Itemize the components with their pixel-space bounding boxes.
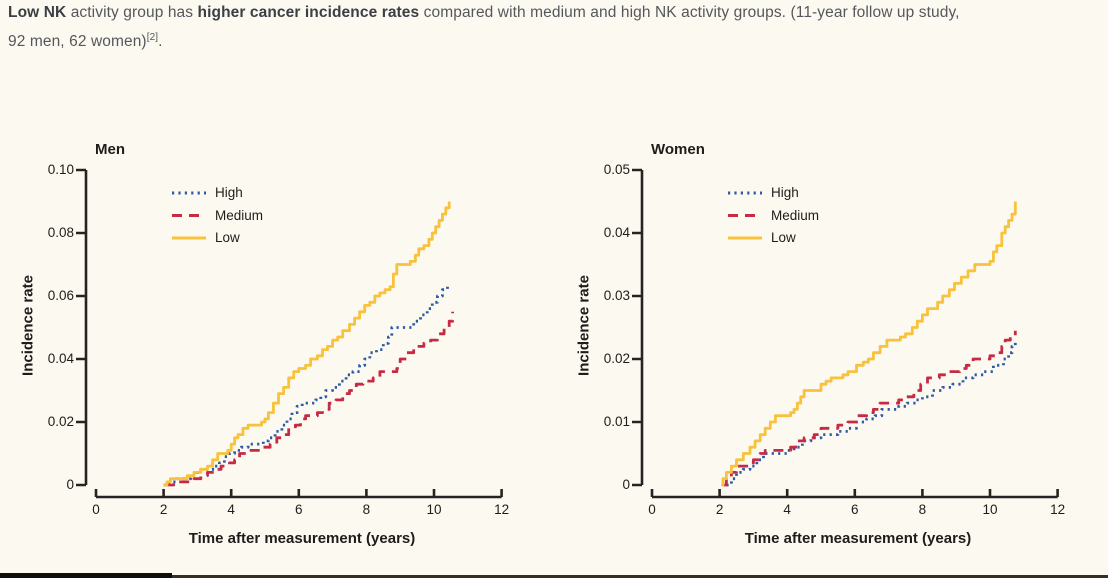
x-tick-label: 10 xyxy=(982,502,998,517)
bottom-divider xyxy=(0,575,1108,578)
legend-label-high: High xyxy=(215,185,243,200)
caption: Low NK activity group has higher cancer … xyxy=(8,0,1102,56)
y-axis xyxy=(632,168,644,487)
caption-text: compared with medium and high NK activit… xyxy=(419,4,960,21)
x-tick-label: 2 xyxy=(159,502,168,517)
legend-label-high: High xyxy=(771,185,799,200)
series-medium-line xyxy=(165,311,454,487)
x-tick-label: 8 xyxy=(362,502,371,517)
legend-label-medium: Medium xyxy=(771,207,820,223)
y-tick-label: 0.10 xyxy=(47,162,74,177)
y-tick-label: 0.02 xyxy=(603,351,630,366)
chart-men-plot xyxy=(76,168,503,499)
citation-reference-link[interactable]: [2] xyxy=(146,31,159,43)
caption-bold-low-nk: Low NK xyxy=(8,4,67,21)
x-tick-label: 4 xyxy=(227,502,235,517)
caption-text-line2: 92 men, 62 women) xyxy=(8,33,147,50)
bottom-divider-dark-segment xyxy=(0,573,172,578)
caption-bold-incidence: higher cancer incidence rates xyxy=(197,4,420,21)
chart-title-men: Men xyxy=(95,141,125,158)
series-high-line xyxy=(726,340,1017,487)
y-tick-label: 0 xyxy=(66,477,74,492)
caption-period: . xyxy=(158,33,163,50)
y-tick-label: 0.03 xyxy=(603,288,630,303)
x-tick-label: 4 xyxy=(783,502,791,517)
legend-label-low: Low xyxy=(771,230,796,245)
x-tick-label: 12 xyxy=(1050,502,1066,517)
x-tick-label: 12 xyxy=(494,502,510,517)
chart-men: Men Incidence rate Time after measuremen… xyxy=(0,130,554,578)
y-axis-label: Incidence rate xyxy=(575,275,593,376)
y-tick-label: 0.04 xyxy=(47,351,74,366)
chart-women-plot xyxy=(632,168,1059,499)
series-low-line xyxy=(721,201,1017,487)
y-tick-label: 0.05 xyxy=(603,162,630,177)
y-axis-label: Incidence rate xyxy=(19,275,37,376)
series-low-line xyxy=(163,201,451,487)
x-tick-label: 8 xyxy=(918,502,927,517)
x-tick-label: 0 xyxy=(648,502,656,517)
caption-text: activity group has xyxy=(66,4,198,21)
x-axis-label: Time after measurement (years) xyxy=(188,530,416,547)
x-tick-label: 6 xyxy=(295,502,303,517)
y-tick-label: 0.08 xyxy=(47,225,74,240)
x-axis-label: Time after measurement (years) xyxy=(744,530,972,547)
x-axis xyxy=(650,489,1059,499)
legend-label-low: Low xyxy=(215,230,240,245)
y-tick-label: 0.04 xyxy=(603,225,630,240)
x-tick-label: 2 xyxy=(715,502,724,517)
series-high-line xyxy=(163,286,449,487)
legend-label-medium: Medium xyxy=(215,207,264,223)
x-tick-label: 10 xyxy=(426,502,442,517)
y-tick-label: 0.01 xyxy=(603,414,630,429)
chart-women: Women Incidence rate Time after measurem… xyxy=(556,130,1108,578)
x-tick-label: 0 xyxy=(92,502,100,517)
y-axis xyxy=(76,168,88,487)
y-tick-label: 0.06 xyxy=(47,288,74,303)
x-axis xyxy=(94,489,503,499)
y-tick-label: 0.02 xyxy=(47,414,74,429)
series-medium-line xyxy=(723,330,1017,487)
chart-title-women: Women xyxy=(651,141,705,158)
y-tick-label: 0 xyxy=(622,477,630,492)
x-tick-label: 6 xyxy=(851,502,859,517)
